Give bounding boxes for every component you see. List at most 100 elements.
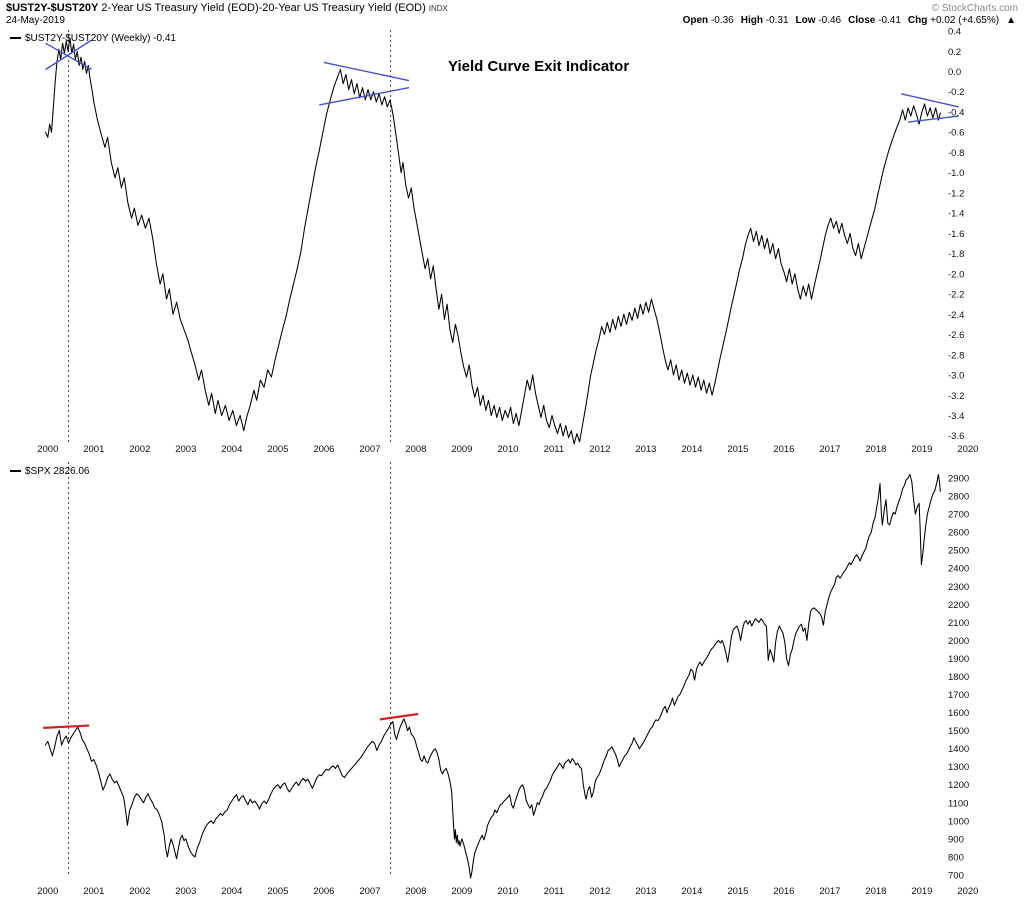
y-axis-tick-label: -2.2	[948, 290, 964, 301]
y-axis-tick-label: -2.0	[948, 269, 964, 280]
price-line	[44, 37, 941, 445]
y-axis-tick-label: -3.6	[948, 431, 964, 442]
y-axis-tick-label: 1300	[948, 762, 969, 773]
x-axis-tick-label: 2004	[221, 886, 242, 897]
y-axis-tick-label: 2500	[948, 546, 969, 557]
chart-annotation-title: Yield Curve Exit Indicator	[448, 58, 630, 75]
high-label: High	[740, 15, 763, 26]
x-axis-tick-label: 2015	[727, 444, 748, 455]
y-axis-tick-label: 2000	[948, 636, 969, 647]
x-axis-tick-label: 2003	[175, 444, 196, 455]
y-axis-tick-label: -1.6	[948, 229, 964, 240]
chg-value: +0.02 (+4.65%)	[930, 15, 1000, 26]
x-axis-tick-label: 2018	[865, 444, 886, 455]
top-legend-label: $UST2Y-$UST20Y (Weekly) -0.41	[25, 33, 176, 44]
y-axis-tick-label: 2100	[948, 618, 969, 629]
x-axis-tick-label: 2014	[681, 444, 702, 455]
x-axis-tick-label: 2009	[451, 444, 472, 455]
ohlc-quote: Open -0.36 High -0.31 Low -0.46 Close -0.41…	[683, 15, 1016, 26]
top-panel-legend: $UST2Y-$UST20Y (Weekly) -0.41	[10, 33, 176, 44]
legend-line-icon	[10, 470, 21, 473]
y-axis-tick-label: 0.0	[948, 67, 961, 78]
chart-header-line1: $UST2Y-$UST20Y 2-Year US Treasury Yield (…	[6, 2, 1020, 15]
y-axis-tick-label: -0.4	[948, 108, 964, 119]
x-axis-tick-label: 2001	[83, 886, 104, 897]
trendline	[45, 42, 92, 71]
y-axis-tick-label: -0.6	[948, 128, 964, 139]
bottom-legend-label: $SPX 2826.06	[25, 466, 90, 477]
y-axis-tick-label: -1.0	[948, 168, 964, 179]
low-value: -0.46	[818, 15, 842, 26]
y-axis-tick-label: 2400	[948, 564, 969, 575]
y-axis-tick-label: -1.8	[948, 249, 964, 260]
x-axis-tick-label: 2012	[589, 886, 610, 897]
y-axis-tick-label: 900	[948, 834, 964, 845]
x-axis-tick-label: 2014	[681, 886, 702, 897]
x-axis-tick-label: 2001	[83, 444, 104, 455]
x-axis-tick-label: 2007	[359, 444, 380, 455]
x-axis-tick-label: 2011	[544, 886, 564, 897]
y-axis-tick-label: 1100	[948, 798, 968, 809]
x-axis-tick-label: 2006	[313, 886, 334, 897]
y-axis-tick-label: 1800	[948, 672, 969, 683]
price-line	[44, 473, 941, 879]
x-axis-tick-label: 2003	[175, 886, 196, 897]
symbol-description: 2-Year US Treasury Yield (EOD)-20-Year U…	[101, 2, 426, 14]
trendline	[901, 93, 959, 108]
y-axis-tick-label: 0.2	[948, 47, 961, 58]
x-axis-tick-label: 2012	[589, 444, 610, 455]
y-axis-tick-label: -2.8	[948, 350, 964, 361]
x-axis-tick-label: 2010	[497, 444, 518, 455]
y-axis-tick-label: -3.2	[948, 391, 964, 402]
x-axis-tick-label: 2002	[129, 444, 150, 455]
high-value: -0.31	[765, 15, 789, 26]
y-axis-tick-label: 1400	[948, 744, 969, 755]
x-axis-tick-label: 2004	[221, 444, 242, 455]
y-axis-tick-label: 0.4	[948, 28, 961, 38]
y-axis-tick-label: 2200	[948, 600, 969, 611]
chart-date: 24-May-2019	[6, 15, 65, 26]
trendline	[907, 115, 959, 123]
legend-line-icon	[10, 37, 21, 40]
y-axis-tick-label: 1000	[948, 816, 969, 827]
x-axis-tick-label: 2017	[819, 886, 840, 897]
low-label: Low	[795, 15, 816, 26]
close-value: -0.41	[878, 15, 901, 26]
trendline	[379, 712, 419, 721]
bottom-panel-legend: $SPX 2826.06	[10, 466, 90, 477]
y-axis-tick-label: 1700	[948, 690, 969, 701]
x-axis-tick-label: 2000	[37, 886, 58, 897]
y-axis-tick-label: -2.4	[948, 310, 964, 321]
open-label: Open	[682, 15, 709, 26]
x-axis-tick-label: 2013	[635, 444, 656, 455]
x-axis-tick-label: 2016	[773, 886, 794, 897]
trendline	[323, 61, 410, 82]
y-axis-tick-label: 800	[948, 852, 964, 863]
y-axis-tick-label: 1900	[948, 654, 969, 665]
x-axis-tick-label: 2019	[911, 886, 932, 897]
y-axis-tick-label: 2800	[948, 492, 969, 503]
x-axis-tick-label: 2008	[405, 444, 426, 455]
x-axis-tick-label: 2017	[819, 444, 840, 455]
x-axis-tick-label: 2020	[957, 886, 978, 897]
trendline	[45, 39, 92, 71]
x-axis-tick-label: 2000	[37, 444, 58, 455]
trendline	[43, 724, 90, 730]
chart-header-line2: 24-May-2019 Open -0.36 High -0.31 Low -0.4…	[6, 15, 1020, 28]
x-axis-tick-label: 2016	[773, 444, 794, 455]
x-axis-tick-label: 2018	[865, 886, 886, 897]
y-axis-tick-label: 2300	[948, 582, 969, 593]
x-axis-tick-label: 2005	[267, 444, 288, 455]
x-axis-tick-label: 2013	[635, 886, 656, 897]
trendline	[319, 87, 410, 106]
copyright-label: © StockCharts.com	[931, 3, 1018, 14]
spx-chart: 2900 2800 2700 2600 2500 2400 2300 2200 2100 2000…	[37, 462, 978, 897]
x-axis-tick-label: 2006	[313, 444, 334, 455]
y-axis-tick-label: -3.4	[948, 411, 964, 422]
close-label: Close	[848, 15, 876, 26]
y-axis-tick-label: -0.8	[948, 148, 964, 159]
y-axis-tick-label: -0.2	[948, 87, 964, 98]
y-axis-tick-label: -1.4	[948, 209, 964, 220]
symbol-title: $UST2Y-$UST20Y	[6, 2, 99, 14]
